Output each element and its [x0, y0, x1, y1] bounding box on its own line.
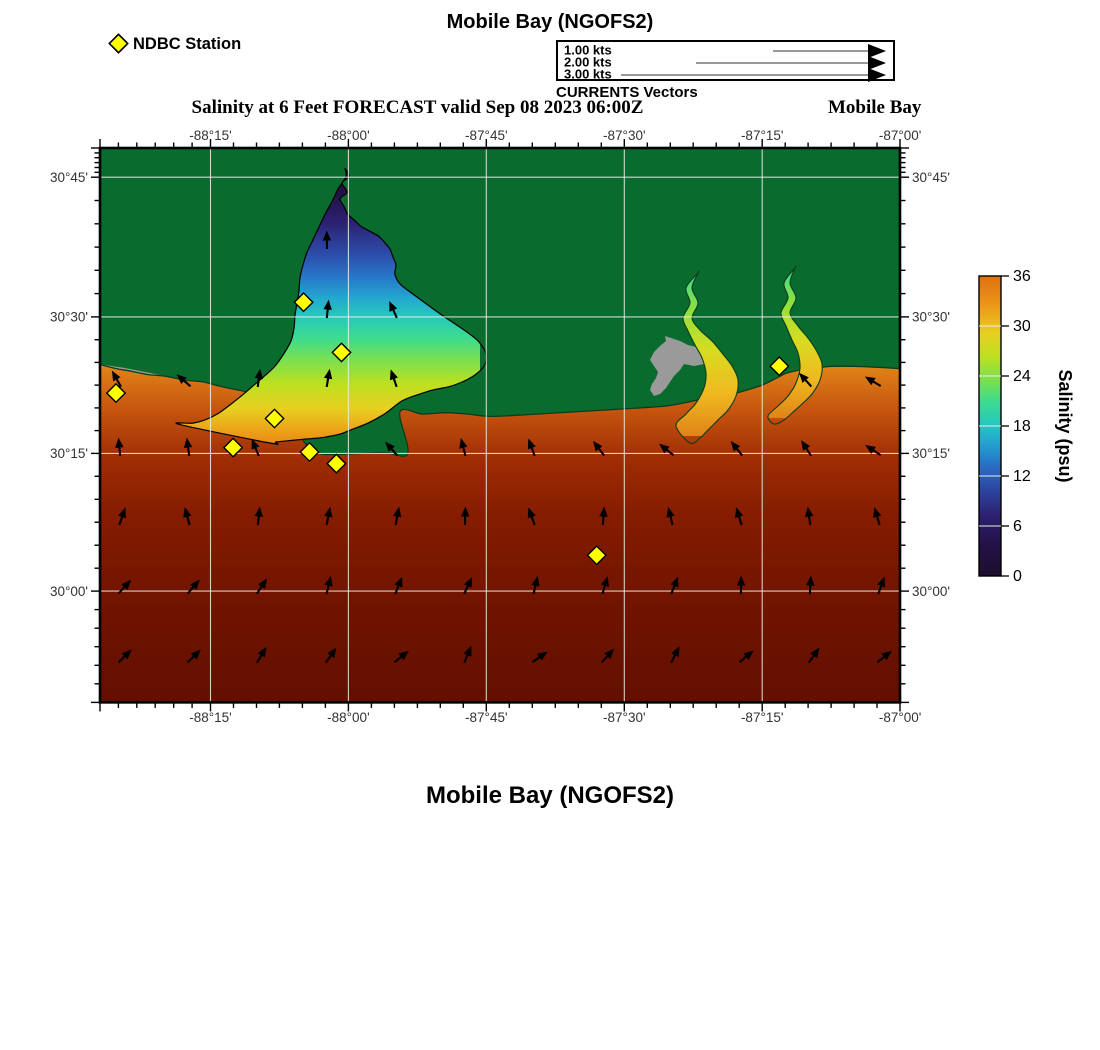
svg-text:0: 0 [1013, 568, 1022, 585]
svg-text:18: 18 [1013, 418, 1031, 435]
svg-text:30: 30 [1013, 318, 1031, 335]
svg-text:30°15': 30°15' [912, 446, 950, 461]
svg-text:-87°00': -87°00' [879, 710, 922, 725]
svg-text:3.00 kts: 3.00 kts [564, 67, 612, 82]
svg-text:-87°30': -87°30' [603, 710, 646, 725]
svg-text:-88°15': -88°15' [189, 710, 232, 725]
svg-text:30°30': 30°30' [912, 310, 950, 325]
svg-text:30°00': 30°00' [50, 584, 88, 599]
svg-text:30°45': 30°45' [912, 170, 950, 185]
svg-text:24: 24 [1013, 368, 1031, 385]
svg-text:12: 12 [1013, 468, 1031, 485]
svg-text:30°45': 30°45' [50, 170, 88, 185]
svg-text:Salinity (psu): Salinity (psu) [1055, 369, 1075, 482]
svg-text:-87°15': -87°15' [741, 710, 784, 725]
svg-text:30°00': 30°00' [912, 584, 950, 599]
svg-text:6: 6 [1013, 518, 1022, 535]
svg-text:30°15': 30°15' [50, 446, 88, 461]
svg-text:-88°00': -88°00' [327, 710, 370, 725]
svg-text:36: 36 [1013, 268, 1031, 285]
svg-text:30°30': 30°30' [50, 310, 88, 325]
svg-text:-87°45': -87°45' [465, 710, 508, 725]
